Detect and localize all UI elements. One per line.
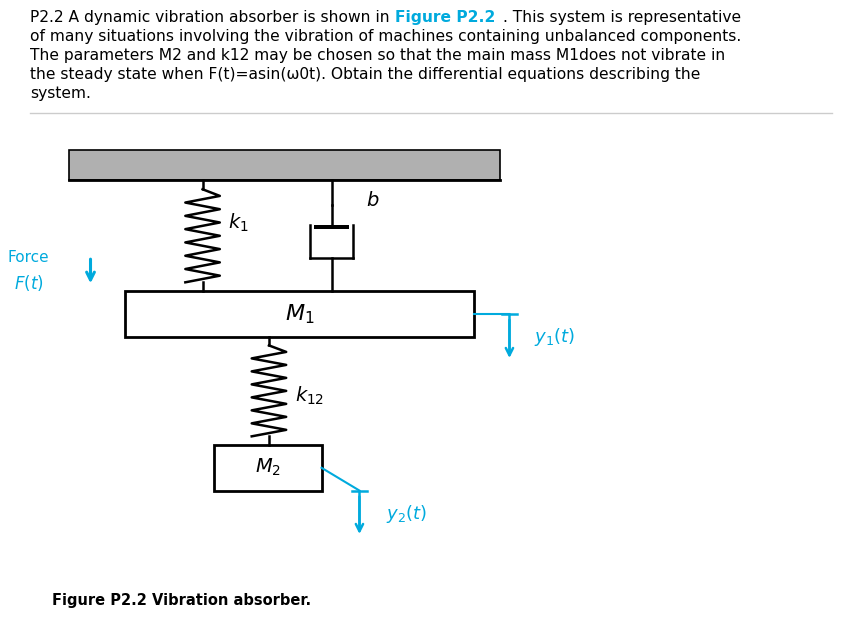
Text: Figure P2.2: Figure P2.2 (394, 10, 494, 25)
Text: the steady state when F(t)=asin(ω0t). Obtain the differential equations describi: the steady state when F(t)=asin(ω0t). Ob… (30, 67, 700, 82)
Bar (214, 445, 321, 491)
Text: $k_1$: $k_1$ (228, 212, 249, 234)
Bar (69, 150, 499, 180)
Text: $y_1(t)$: $y_1(t)$ (534, 327, 575, 348)
Text: $M_1$: $M_1$ (284, 302, 314, 326)
Text: Force: Force (8, 250, 49, 265)
Text: The parameters M2 and k12 may be chosen so that the main mass M1does not vibrate: The parameters M2 and k12 may be chosen … (30, 48, 725, 63)
Text: $M_2$: $M_2$ (254, 457, 281, 479)
Text: $y_2(t)$: $y_2(t)$ (386, 503, 427, 525)
Text: $b$: $b$ (366, 191, 380, 211)
Text: Figure P2.2 Vibration absorber.: Figure P2.2 Vibration absorber. (52, 592, 311, 608)
Text: of many situations involving the vibration of machines containing unbalanced com: of many situations involving the vibrati… (30, 29, 740, 44)
Text: . This system is representative: . This system is representative (503, 10, 740, 25)
Text: P2.2 A dynamic vibration absorber is shown in: P2.2 A dynamic vibration absorber is sho… (30, 10, 394, 25)
Bar (125, 291, 474, 337)
Text: $k_{12}$: $k_{12}$ (294, 385, 324, 407)
Text: $F(t)$: $F(t)$ (14, 273, 43, 292)
Text: system.: system. (30, 86, 91, 101)
